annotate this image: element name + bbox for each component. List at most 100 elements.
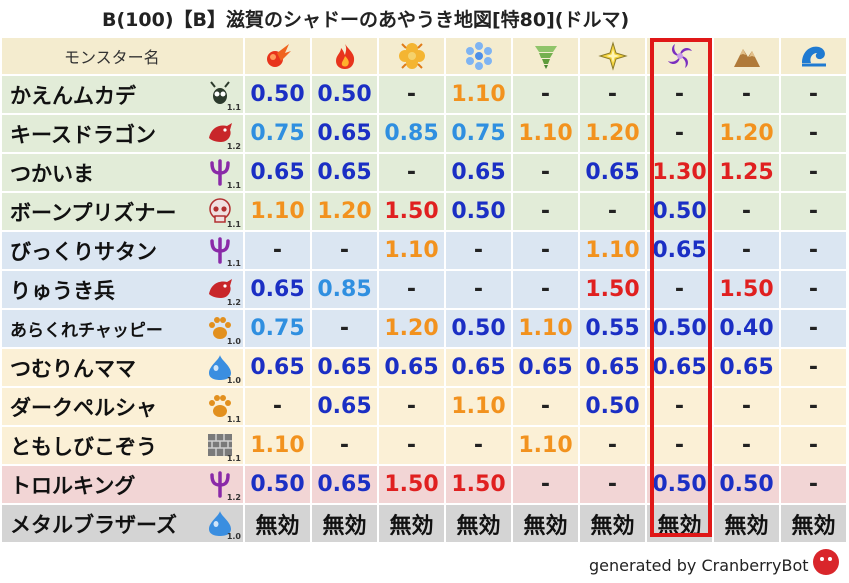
resistance-value-fire-ball: 0.65 <box>245 349 312 388</box>
resistance-value-dark-vortex: 0.65 <box>647 232 714 271</box>
resistance-value-ice-snowflake: 0.65 <box>446 154 513 193</box>
resistance-value-fire-ball: 0.50 <box>245 466 312 505</box>
resistance-value-explosion-clover: 0.65 <box>379 349 446 388</box>
resistance-value-dark-vortex: - <box>647 76 714 115</box>
monster-name-cell: つかいま 1.1 <box>2 154 245 193</box>
cranberry-bot-logo-icon <box>813 549 839 575</box>
level-badge: 1.0 <box>226 337 241 346</box>
resistance-value-explosion-clover: 1.20 <box>379 310 446 349</box>
table-row: キースドラゴン 1.2 0.75 0.65 0.85 0.75 1.10 1.20-1.20- <box>2 115 848 154</box>
resistance-value-water-wave: - <box>781 349 848 388</box>
resistance-value-water-wave: - <box>781 154 848 193</box>
resistance-value-wind-tornado: 0.65 <box>513 349 580 388</box>
resistance-value-flame: 0.85 <box>312 271 379 310</box>
footer-credit: generated by CranberryBot <box>589 556 809 575</box>
resistance-value-lightning: 0.50 <box>580 388 647 427</box>
monster-name-cell: ボーンプリズナー 1.1 <box>2 193 245 232</box>
monster-name-cell: びっくりサタン 1.1 <box>2 232 245 271</box>
resistance-value-ice-snowflake: 0.65 <box>446 349 513 388</box>
resistance-value-water-wave: - <box>781 310 848 349</box>
lightning-icon <box>580 41 645 71</box>
wind-tornado-icon <box>513 41 578 71</box>
resistance-value-earth-mountain: - <box>714 427 781 466</box>
resistance-value-explosion-clover: 1.50 <box>379 466 446 505</box>
table-row: ともしびこぞう 1.1 1.10- - -1.10- - - - <box>2 427 848 466</box>
resistance-value-ice-snowflake: - <box>446 427 513 466</box>
level-badge: 1.1 <box>226 259 241 268</box>
monster-name: ボーンプリズナー <box>10 200 177 225</box>
resistance-value-lightning: 1.20 <box>580 115 647 154</box>
table-row: ボーンプリズナー 1.1 1.10 1.20 1.50 0.50- -0.50- - <box>2 193 848 232</box>
resistance-value-water-wave: - <box>781 388 848 427</box>
resistance-value-lightning: 1.10 <box>580 232 647 271</box>
resistance-value-water-wave: - <box>781 232 848 271</box>
resistance-value-ice-snowflake: - <box>446 271 513 310</box>
resistance-value-ice-snowflake: 無効 <box>446 505 513 544</box>
resistance-value-lightning: 0.65 <box>580 154 647 193</box>
resistance-value-flame: - <box>312 232 379 271</box>
monster-name-cell: メタルブラザーズ 1.0 <box>2 505 245 544</box>
monster-name-cell: あらくれチャッピー 1.0 <box>2 310 245 349</box>
resistance-value-earth-mountain: - <box>714 232 781 271</box>
monster-name: ともしびこぞう <box>10 434 157 459</box>
earth-mountain-icon <box>714 41 779 71</box>
resistance-value-explosion-clover: 1.10 <box>379 232 446 271</box>
table-row: メタルブラザーズ 1.0 無効 無効 無効 無効 無効 無効 無効 無効 無効 <box>2 505 848 544</box>
table-row: つむりんママ 1.0 0.65 0.65 0.65 0.65 0.65 0.65 0.65 0.6… <box>2 349 848 388</box>
resistance-value-ice-snowflake: - <box>446 232 513 271</box>
resistance-value-explosion-clover: - <box>379 271 446 310</box>
level-badge: 1.2 <box>226 298 241 307</box>
resistance-value-water-wave: - <box>781 115 848 154</box>
resistance-value-water-wave: - <box>781 427 848 466</box>
resistance-value-dark-vortex: 0.50 <box>647 466 714 505</box>
level-badge: 1.0 <box>226 376 241 385</box>
monster-name: あらくれチャッピー <box>10 321 163 341</box>
page-title: B(100)【B】滋賀のシャドーのあやうき地図[特80](ドルマ) <box>102 9 630 31</box>
resistance-value-dark-vortex: - <box>647 115 714 154</box>
resistance-value-flame: 0.65 <box>312 388 379 427</box>
resistance-value-earth-mountain: 0.65 <box>714 349 781 388</box>
resistance-value-dark-vortex: - <box>647 388 714 427</box>
resistance-value-lightning: 0.55 <box>580 310 647 349</box>
level-badge: 1.2 <box>226 142 241 151</box>
resistance-value-lightning: 無効 <box>580 505 647 544</box>
resistance-value-wind-tornado: 1.10 <box>513 115 580 154</box>
resistance-value-lightning: - <box>580 193 647 232</box>
resistance-value-dark-vortex: 0.65 <box>647 349 714 388</box>
resistance-value-earth-mountain: 1.20 <box>714 115 781 154</box>
level-badge: 1.2 <box>226 493 241 502</box>
resistance-value-ice-snowflake: 0.50 <box>446 310 513 349</box>
level-badge: 1.0 <box>226 532 241 541</box>
monster-name-cell: りゅうき兵 1.2 <box>2 271 245 310</box>
resistance-value-earth-mountain: 1.25 <box>714 154 781 193</box>
monster-name-cell: トロルキング 1.2 <box>2 466 245 505</box>
monster-name-cell: キースドラゴン 1.2 <box>2 115 245 154</box>
resistance-value-fire-ball: - <box>245 388 312 427</box>
resistance-value-lightning: 1.50 <box>580 271 647 310</box>
resistance-value-fire-ball: 0.65 <box>245 271 312 310</box>
resistance-value-dark-vortex: 無効 <box>647 505 714 544</box>
fire-ball-icon <box>245 41 310 71</box>
resistance-value-flame: 1.20 <box>312 193 379 232</box>
resistance-value-flame: 0.65 <box>312 349 379 388</box>
resistance-value-lightning: 0.65 <box>580 349 647 388</box>
resistance-value-fire-ball: 1.10 <box>245 193 312 232</box>
element-header-fire-ball-icon <box>245 38 312 76</box>
resistance-value-earth-mountain: 0.50 <box>714 466 781 505</box>
resistance-value-flame: 0.65 <box>312 154 379 193</box>
monster-name: キースドラゴン <box>10 122 156 147</box>
table-row: つかいま 1.1 0.65 0.65-0.65-0.65 1.30 1.25- <box>2 154 848 193</box>
resistance-value-ice-snowflake: 1.10 <box>446 388 513 427</box>
monster-name-cell: ともしびこぞう 1.1 <box>2 427 245 466</box>
level-badge: 1.1 <box>226 103 241 112</box>
table-row: ダークペルシャ 1.1-0.65-1.10-0.50- - - <box>2 388 848 427</box>
level-badge: 1.1 <box>226 415 241 424</box>
resistance-value-water-wave: - <box>781 271 848 310</box>
resistance-value-dark-vortex: - <box>647 271 714 310</box>
resistance-value-wind-tornado: 1.10 <box>513 310 580 349</box>
element-header-water-wave-icon <box>781 38 848 76</box>
monster-name: びっくりサタン <box>10 239 157 264</box>
ice-snowflake-icon <box>446 41 511 71</box>
resistance-value-lightning: - <box>580 76 647 115</box>
resistance-value-dark-vortex: 0.50 <box>647 193 714 232</box>
